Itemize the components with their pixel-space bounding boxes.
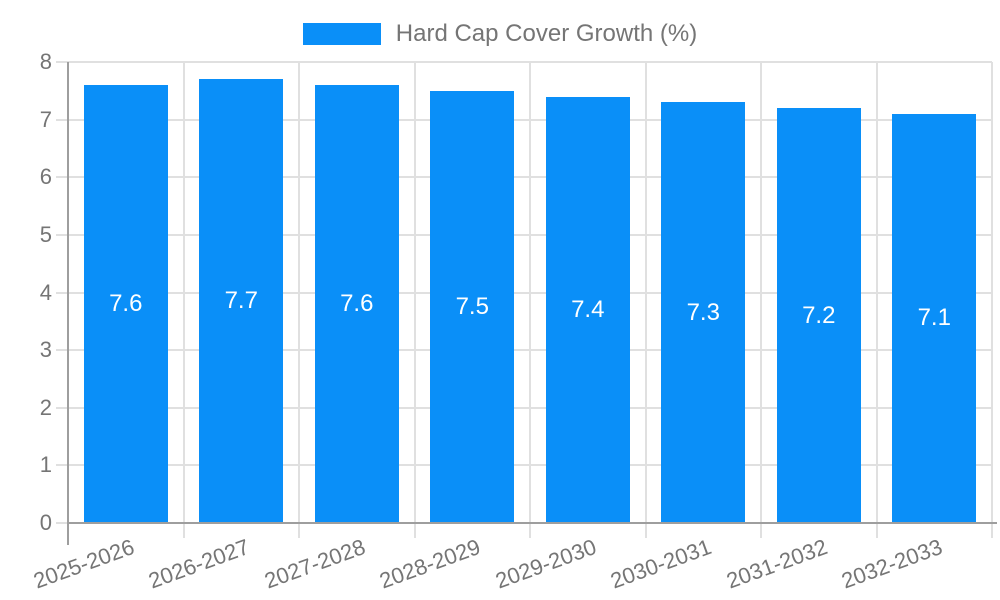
y-tick-mark <box>56 176 68 179</box>
x-gridline <box>298 62 300 523</box>
x-gridline <box>182 62 185 523</box>
bar-value-label: 7.4 <box>571 295 605 323</box>
legend-swatch-icon <box>302 23 381 45</box>
x-tick-mark <box>298 523 300 538</box>
x-tick-mark <box>529 523 531 538</box>
y-tick-mark <box>56 349 68 352</box>
y-tick-mark <box>56 464 68 467</box>
bar-value-label: 7.2 <box>802 301 836 329</box>
bar-value-label: 7.7 <box>224 287 258 315</box>
x-tick-mark <box>644 523 647 538</box>
x-gridline <box>644 62 647 523</box>
bar-value-label: 7.1 <box>917 304 951 332</box>
y-axis-tick-label: 1 <box>39 452 52 478</box>
x-axis-line <box>68 522 997 524</box>
bar-2030-2031 <box>661 102 746 523</box>
bar-value-label: 7.6 <box>109 290 143 318</box>
y-tick-mark <box>56 118 68 121</box>
bar-2025-2026 <box>83 85 168 523</box>
y-axis-line <box>67 62 69 545</box>
bar-value-label: 7.3 <box>686 298 720 326</box>
x-gridline <box>991 62 993 523</box>
y-axis-tick-label: 5 <box>39 221 52 247</box>
y-axis-tick-label: 4 <box>39 279 52 305</box>
y-axis-tick-label: 2 <box>39 394 52 420</box>
bar-value-label: 7.6 <box>340 290 374 318</box>
bar-2026-2027 <box>199 79 284 523</box>
x-gridline <box>760 62 762 523</box>
x-tick-mark <box>413 523 416 538</box>
bar-2032-2033 <box>892 113 977 523</box>
x-tick-mark <box>760 523 762 538</box>
y-axis-tick-label: 8 <box>39 49 52 74</box>
bar-2027-2028 <box>314 85 399 523</box>
x-gridline <box>875 62 878 523</box>
y-tick-mark <box>56 61 68 63</box>
x-tick-mark <box>182 523 185 538</box>
bar-2031-2032 <box>776 108 861 523</box>
x-gridline <box>413 62 416 523</box>
y-axis-tick-label: 7 <box>39 106 52 132</box>
bar-2029-2030 <box>545 96 630 523</box>
y-axis-tick-label: 3 <box>39 337 52 363</box>
bar-value-label: 7.5 <box>455 292 489 320</box>
y-axis-tick-label: 6 <box>39 164 52 190</box>
x-tick-mark <box>991 523 993 538</box>
x-gridline <box>529 62 531 523</box>
bar-2028-2029 <box>430 90 515 523</box>
x-tick-mark <box>875 523 878 538</box>
y-tick-mark <box>56 406 68 409</box>
chart-legend: Hard Cap Cover Growth (%) <box>0 20 1000 48</box>
y-tick-mark <box>56 233 68 236</box>
legend-label: Hard Cap Cover Growth (%) <box>395 20 698 47</box>
y-tick-mark <box>56 291 68 294</box>
y-axis-tick-label: 0 <box>39 510 52 535</box>
y-tick-mark <box>56 522 68 524</box>
